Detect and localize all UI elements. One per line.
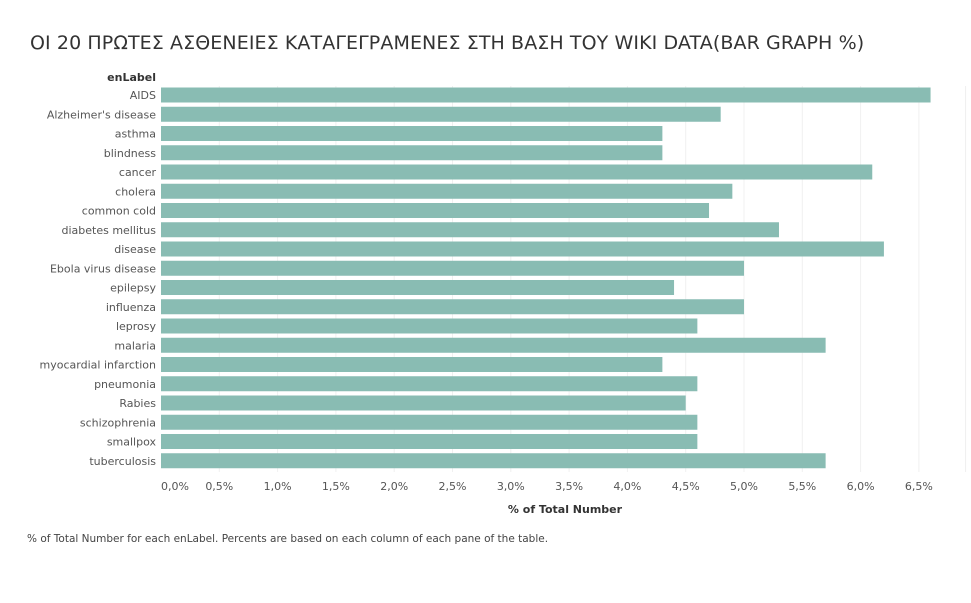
gridlines (218, 86, 967, 472)
x-tick-label: 1,5% (322, 480, 350, 493)
category-label: smallpox (107, 436, 157, 449)
footnote: % of Total Number for each enLabel. Perc… (27, 533, 549, 545)
x-axis-title: % of Total Number (508, 503, 623, 516)
bar[interactable] (161, 299, 744, 315)
bar[interactable] (161, 145, 663, 161)
x-tick-label: 2,5% (439, 480, 467, 493)
category-label: tuberculosis (89, 455, 156, 468)
bar[interactable] (161, 203, 710, 218)
x-tick-label: 5,5% (788, 480, 816, 493)
page-title: ΟΙ 20 ΠΡΩΤΕΣ ΑΣΘΕΝΕΙΕΣ ΚΑΤΑΓΕΓΡΑΜΕΝΕΣ ΣΤ… (30, 32, 865, 54)
bar[interactable] (161, 87, 931, 103)
bar[interactable] (161, 434, 698, 449)
category-label: pneumonia (94, 378, 156, 391)
bar[interactable] (161, 126, 663, 141)
x-tick-label: 2,0% (380, 480, 408, 493)
bar[interactable] (161, 395, 686, 411)
bars (161, 87, 931, 469)
category-label: malaria (114, 339, 156, 352)
category-label: common cold (82, 205, 156, 218)
category-label: cancer (119, 166, 157, 179)
x-tick-labels: 0,0% 0,5% 1,0% 1,5% 2,0% 2,5% 3,0% 3,5% 4,0% 4,5%… (161, 480, 933, 493)
bar[interactable] (161, 222, 779, 238)
category-label: Alzheimer's disease (47, 108, 156, 121)
bar[interactable] (161, 260, 744, 276)
category-label: leprosy (116, 320, 157, 333)
bar[interactable] (161, 453, 826, 469)
bar[interactable] (161, 376, 698, 392)
x-tick-label: 4,5% (672, 480, 700, 493)
category-label: Ebola virus disease (50, 262, 156, 275)
category-labels: AIDS Alzheimer's disease asthma blindness ca… (40, 89, 157, 468)
bar[interactable] (161, 414, 698, 430)
category-label: cholera (115, 185, 156, 198)
category-label: schizophrenia (80, 416, 156, 429)
x-tick-label: 4,0% (613, 480, 641, 493)
category-label: blindness (104, 147, 157, 160)
category-label: AIDS (130, 89, 156, 102)
bar[interactable] (161, 357, 663, 372)
bar[interactable] (161, 164, 873, 180)
x-tick-label: 5,0% (730, 480, 758, 493)
category-label: myocardial infarction (40, 359, 156, 372)
bar[interactable] (161, 183, 733, 199)
x-tick-label: 3,0% (497, 480, 525, 493)
bar[interactable] (161, 106, 721, 122)
bar[interactable] (161, 318, 698, 334)
x-tick-label: 1,0% (264, 480, 292, 493)
bar[interactable] (161, 241, 884, 257)
category-label: Rabies (119, 397, 156, 410)
category-label: asthma (115, 128, 156, 141)
x-tick-label: 6,5% (905, 480, 933, 493)
category-label: disease (114, 243, 156, 256)
x-tick-label: 0,0% (161, 480, 189, 493)
category-label: influenza (106, 301, 156, 314)
bar[interactable] (161, 337, 826, 353)
x-tick-label: 6,0% (847, 480, 875, 493)
x-tick-label: 3,5% (555, 480, 583, 493)
category-label: diabetes mellitus (61, 224, 156, 237)
row-field-label: enLabel (107, 71, 156, 84)
bar[interactable] (161, 280, 675, 295)
x-tick-label: 0,5% (205, 480, 233, 493)
category-label: epilepsy (110, 282, 156, 295)
